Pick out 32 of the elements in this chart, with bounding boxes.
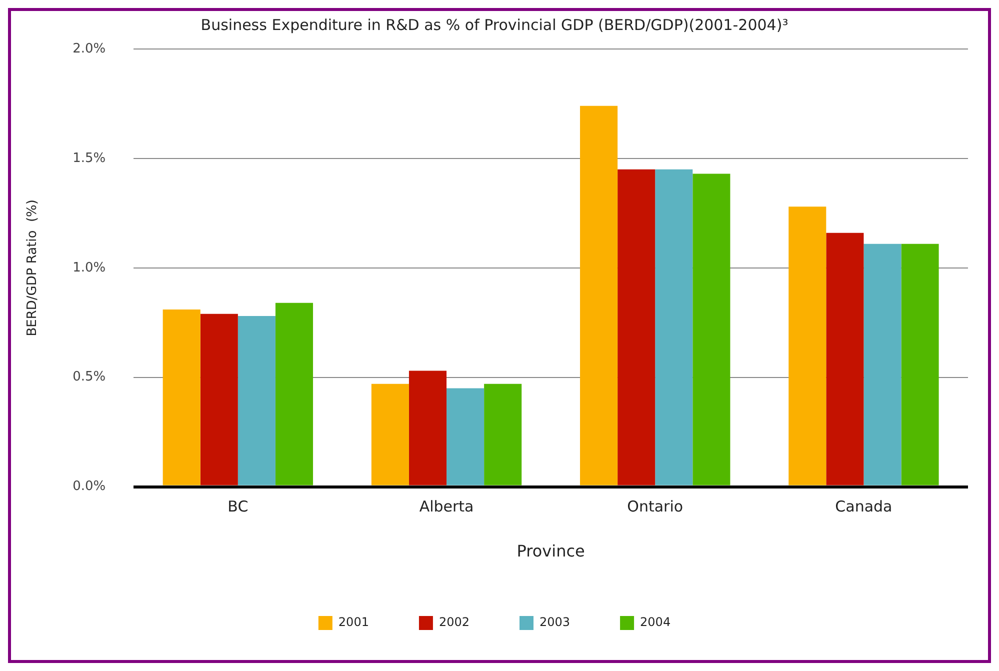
legend-label: 2004 <box>640 615 671 630</box>
legend-label: 2002 <box>438 615 470 630</box>
y-tick-label: 0.0% <box>72 479 106 494</box>
bar <box>618 169 656 486</box>
bar <box>901 244 939 486</box>
y-axis-title: BERD/GDP Ratio (%) <box>25 200 40 336</box>
bar <box>484 384 522 486</box>
bar <box>655 169 693 486</box>
bar <box>162 309 200 486</box>
y-tick-label: 0.5% <box>72 370 106 385</box>
bar <box>446 388 484 486</box>
x-tick-label: Ontario <box>627 498 684 516</box>
bar <box>826 232 864 486</box>
bar <box>275 302 314 486</box>
x-tick-label: Alberta <box>419 498 474 516</box>
legend-label: 2003 <box>540 615 570 630</box>
bar <box>238 316 276 486</box>
bar <box>788 206 826 486</box>
x-tick-label: Canada <box>835 498 892 516</box>
bar <box>692 174 730 486</box>
x-axis-title: Province <box>516 542 585 561</box>
bar <box>408 370 447 486</box>
x-tick-label: BC <box>228 498 248 516</box>
y-tick-label: 1.0% <box>72 260 106 276</box>
bar <box>580 106 618 486</box>
bar <box>864 244 902 486</box>
y-tick-label: 2.0% <box>72 41 106 56</box>
bar <box>371 384 409 486</box>
bar <box>200 314 238 486</box>
y-tick-label: 1.5% <box>72 150 106 166</box>
chart-title: Business Expenditure in R&D as % of Provincial GDP (BERD/GDP)(2001-2004)³ <box>200 16 788 34</box>
legend-label: 2001 <box>338 615 369 630</box>
